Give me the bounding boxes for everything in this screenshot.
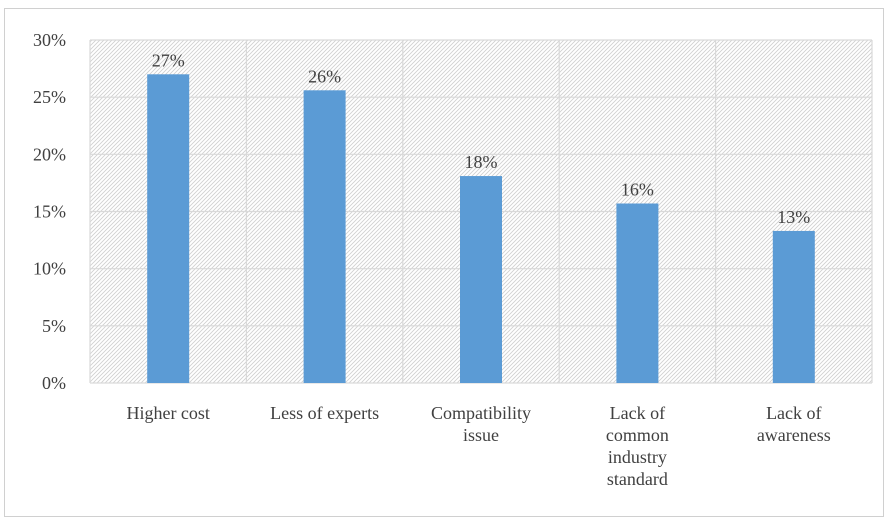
bar [303,90,346,383]
y-tick-label: 30% [33,30,66,50]
data-label: 26% [308,66,341,86]
data-label: 18% [465,152,498,172]
y-tick-label: 20% [33,144,66,164]
x-category-label: Lack of common industry standard [606,403,669,489]
y-tick-label: 0% [42,373,66,393]
x-category-label: Compatibility issue [431,403,531,445]
y-tick-label: 15% [33,202,66,222]
data-label: 13% [777,207,810,227]
bar [616,203,659,383]
data-label: 16% [621,179,654,199]
y-tick-label: 25% [33,87,66,107]
data-label: 27% [152,50,185,70]
x-category-label: Less of experts [270,403,379,423]
y-tick-label: 10% [33,259,66,279]
x-category-label: Higher cost [126,403,209,423]
y-tick-label: 5% [42,316,66,336]
bar [147,74,190,384]
bar [460,176,502,383]
x-category-label: Lack of awareness [757,403,831,445]
bar [772,230,815,383]
